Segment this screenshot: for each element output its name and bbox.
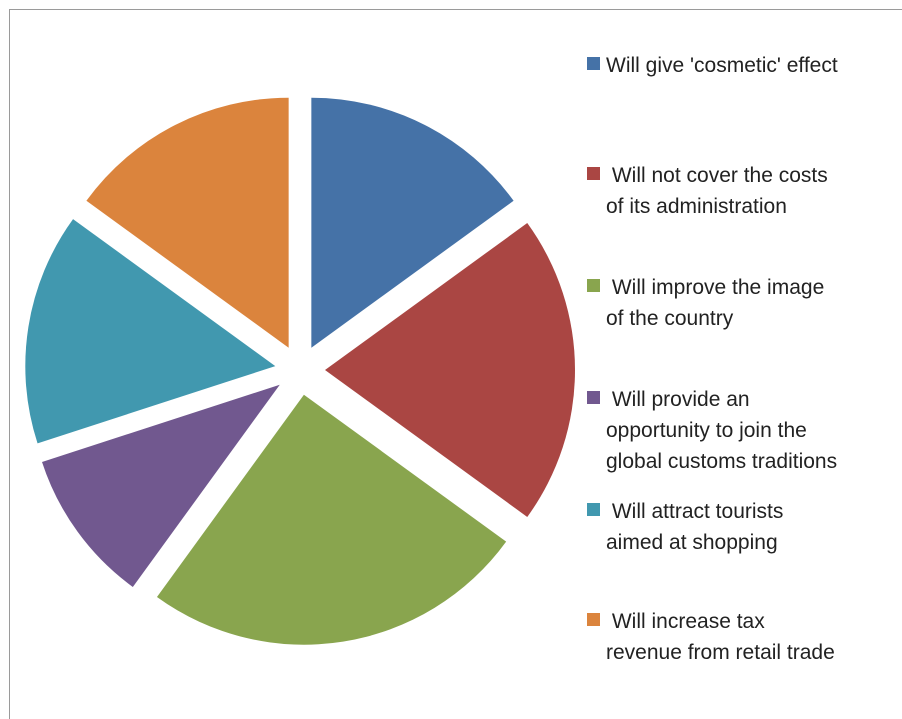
pie-slice-6 <box>86 97 289 348</box>
legend-item-2: Will not cover the costs of its administ… <box>587 160 902 222</box>
pie-slice-3 <box>156 394 507 645</box>
legend-label: Will increase tax revenue from retail tr… <box>606 610 835 664</box>
legend-item-3: Will improve the image of the country <box>587 272 902 334</box>
legend-label: Will attract tourists aimed at shopping <box>606 500 784 554</box>
legend-item-5: Will attract tourists aimed at shopping <box>587 496 902 558</box>
legend-item-4: Will provide an opportunity to join the … <box>587 384 902 477</box>
legend-swatch <box>587 167 600 180</box>
legend-label: Will not cover the costs of its administ… <box>606 164 828 218</box>
pie-slice-5 <box>25 219 276 444</box>
pie-slice-1 <box>311 97 514 348</box>
legend-item-6: Will increase tax revenue from retail tr… <box>587 606 902 668</box>
legend-swatch <box>587 391 600 404</box>
legend-label: Will improve the image of the country <box>606 276 825 330</box>
chart-frame <box>9 9 902 719</box>
pie-slice-2 <box>325 223 576 517</box>
legend-swatch <box>587 279 600 292</box>
legend-item-1: Will give 'cosmetic' effect <box>587 50 902 81</box>
legend-label: Will provide an opportunity to join the … <box>606 388 838 473</box>
legend-swatch <box>587 57 600 70</box>
legend-label: Will give 'cosmetic' effect <box>606 54 838 77</box>
legend-swatch <box>587 503 600 516</box>
legend-swatch <box>587 613 600 626</box>
pie-slice-4 <box>42 384 280 587</box>
